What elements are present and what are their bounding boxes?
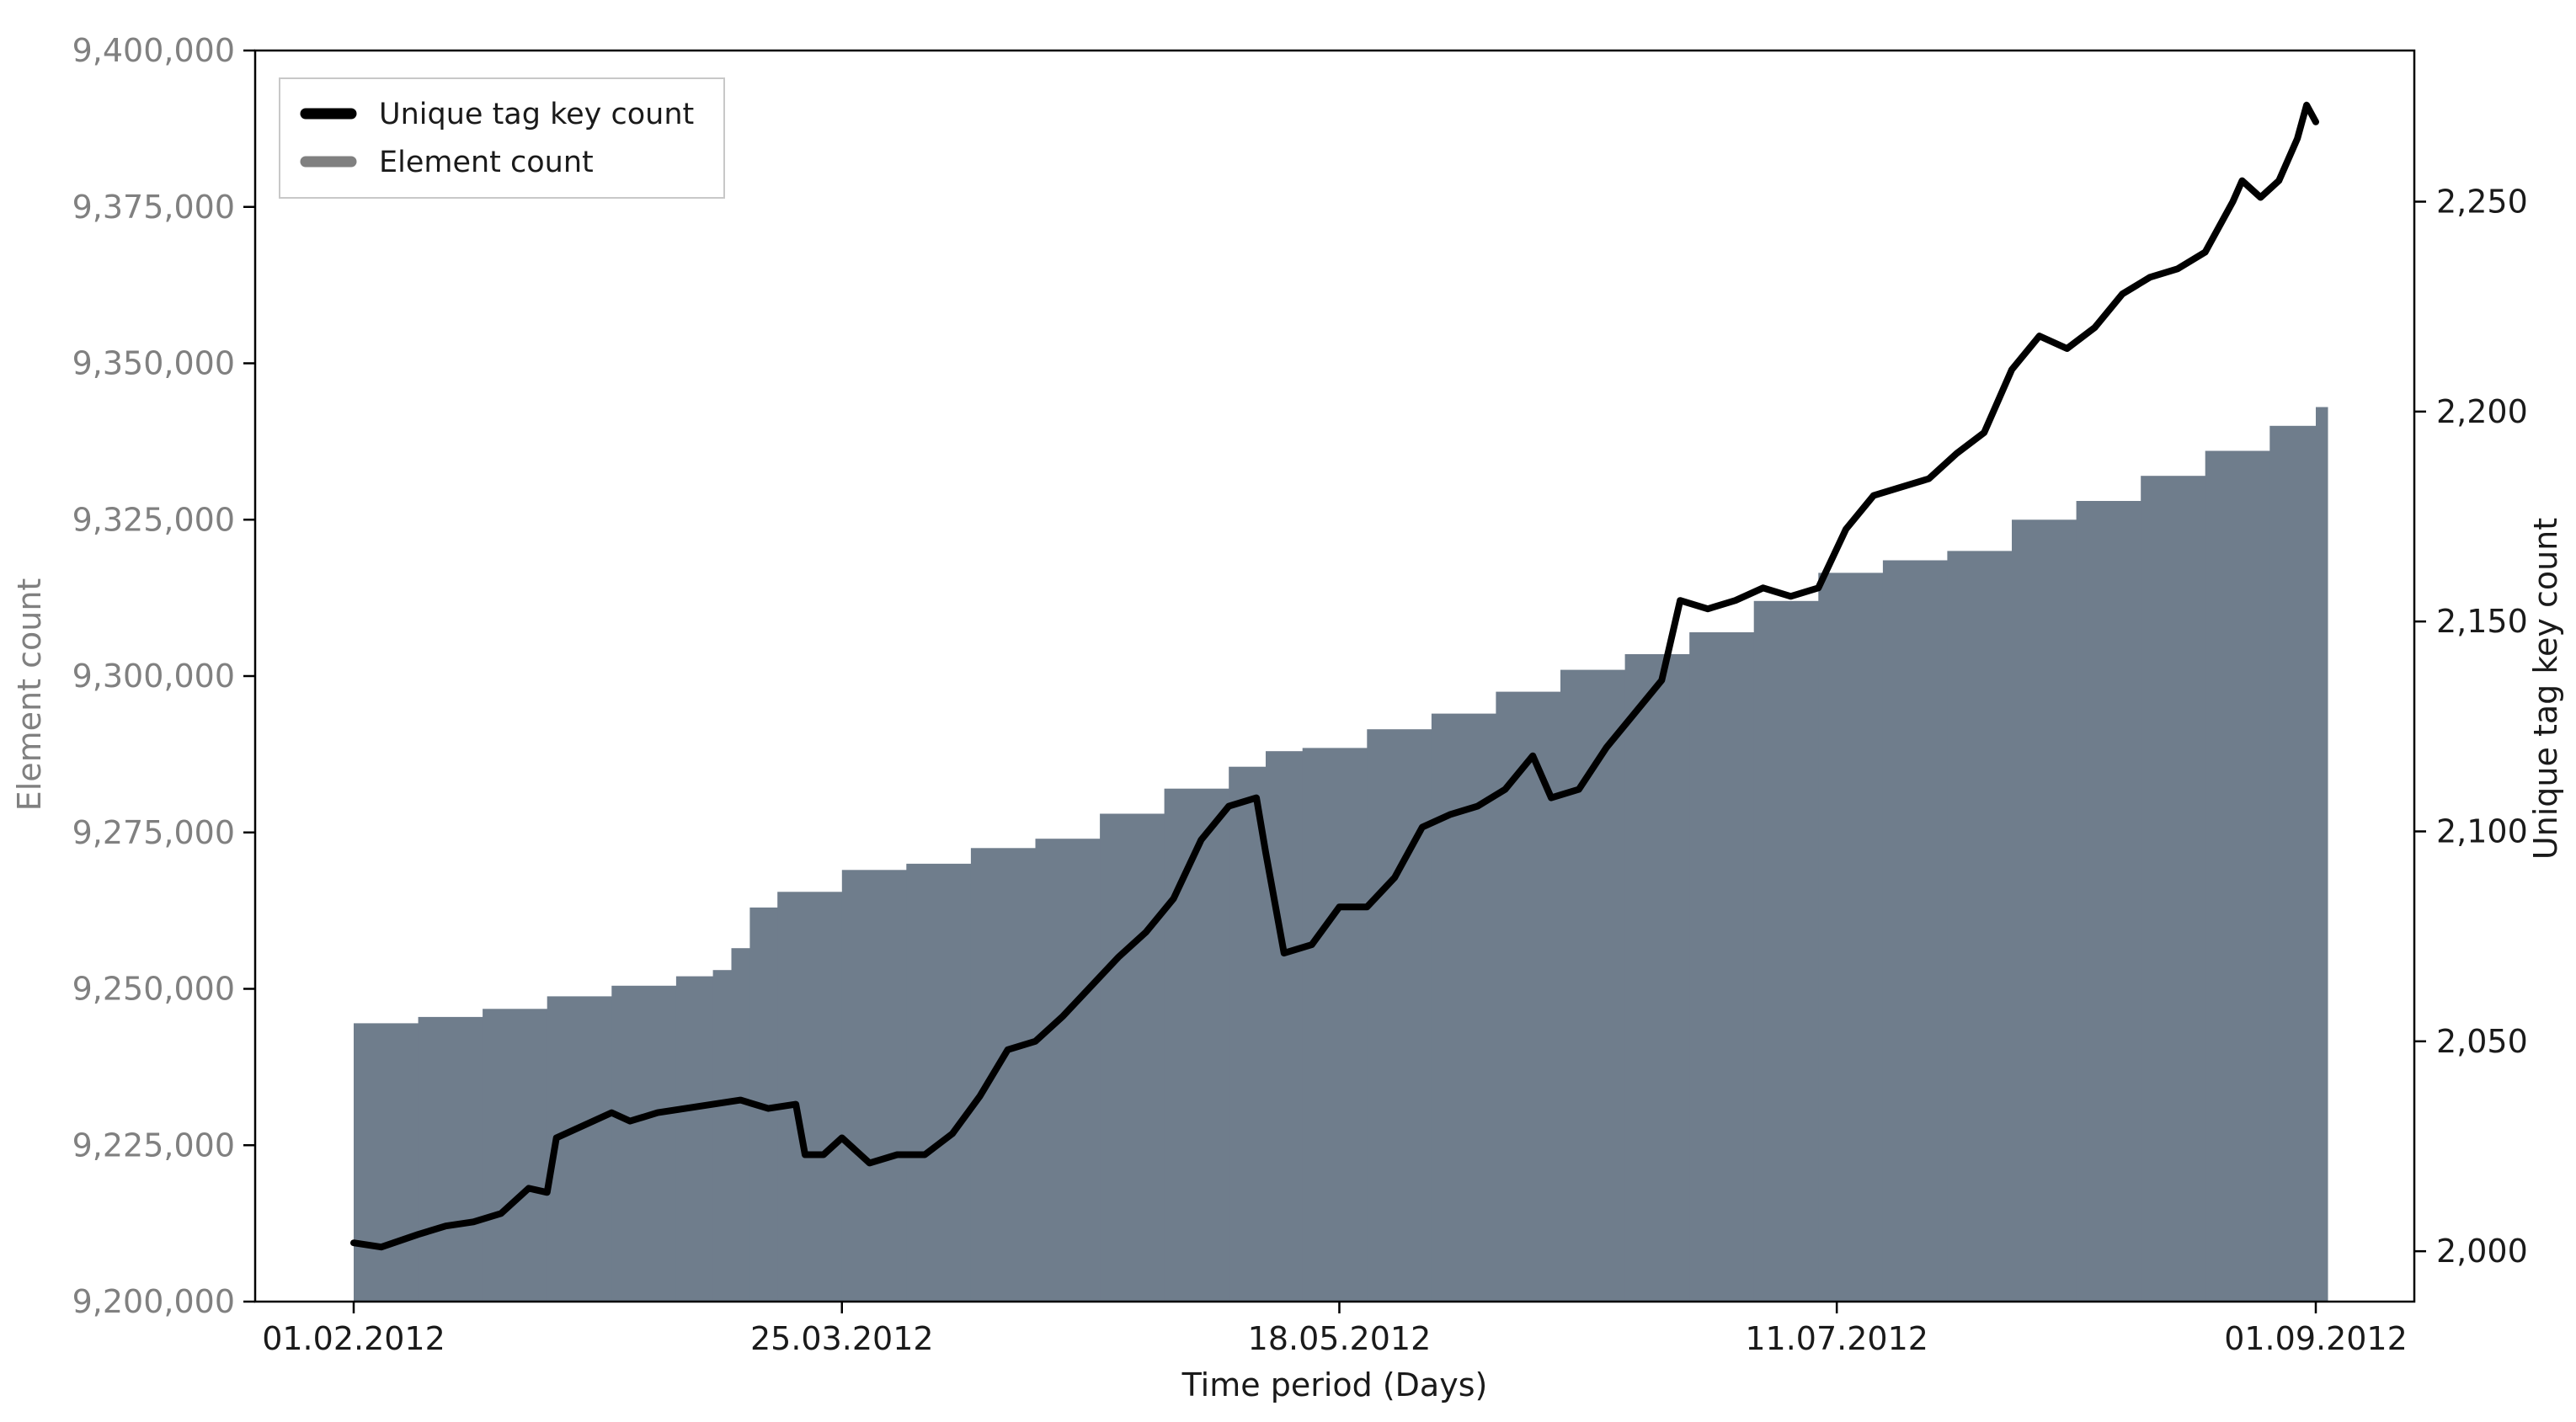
element-count-bar [1100, 813, 1165, 1302]
element-count-bar [2076, 501, 2141, 1302]
element-count-bar [1302, 748, 1368, 1302]
right-axis-title: Unique tag key count [2527, 518, 2564, 860]
left-axis-tick-label: 9,250,000 [72, 971, 235, 1008]
right-axis-tick-label: 2,200 [2436, 393, 2528, 430]
left-axis-tick-label: 9,200,000 [72, 1283, 235, 1320]
element-count-bar [2141, 476, 2206, 1302]
left-axis-tick-label: 9,275,000 [72, 814, 235, 851]
unique-tag-key-count-line [350, 101, 2319, 1251]
element-count-bar [1035, 839, 1101, 1302]
element-count-bar [1818, 573, 1884, 1302]
element-count-bar [906, 863, 972, 1302]
legend-label-unique-tag-key-count: Unique tag key count [379, 98, 694, 131]
element-count-bar [675, 976, 714, 1302]
element-count-bar [2316, 407, 2328, 1302]
element-count-bar [712, 970, 732, 1302]
x-axis-tick-label: 25.03.2012 [750, 1320, 934, 1357]
x-axis-tick-label: 11.07.2012 [1745, 1320, 1928, 1357]
left-axis-tick-label: 9,375,000 [72, 189, 235, 226]
element-count-bar [970, 848, 1036, 1302]
element-count-bar [841, 870, 907, 1302]
element-count-bar [1624, 654, 1690, 1302]
left-axis-tick-label: 9,325,000 [72, 501, 235, 538]
legend: Unique tag key count Element count [279, 77, 725, 199]
element-count-bar [731, 948, 750, 1302]
element-count-bar [418, 1016, 483, 1302]
right-axis-tick-label: 2,150 [2436, 603, 2528, 640]
x-axis-title: Time period (Days) [1181, 1366, 1488, 1403]
element-count-bar [354, 1023, 419, 1302]
element-count-bar [2269, 425, 2317, 1302]
element-count-bar [2205, 450, 2270, 1302]
element-count-bars [354, 407, 2328, 1302]
element-count-bar [547, 996, 612, 1302]
element-count-bar [1266, 751, 1304, 1302]
element-count-bar [777, 892, 843, 1302]
element-count-bar [1882, 560, 1948, 1302]
left-axis-tick-label: 9,400,000 [72, 32, 235, 69]
left-axis-title: Element count [11, 578, 48, 812]
left-axis-tick-label: 9,225,000 [72, 1126, 235, 1164]
right-axis-tick-label: 2,250 [2436, 184, 2528, 221]
element-count-bar [611, 985, 677, 1302]
right-axis-tick-label: 2,000 [2436, 1233, 2528, 1270]
legend-box [279, 77, 725, 199]
element-count-bar [1164, 788, 1229, 1302]
x-axis-tick-label: 01.02.2012 [262, 1320, 445, 1357]
x-axis: 01.02.2012 25.03.2012 18.05.2012 11.07.2012… [262, 1302, 2408, 1357]
right-axis: 2,000 2,050 2,100 2,150 2,200 2,250 [2414, 184, 2528, 1270]
x-axis-tick-label: 18.05.2012 [1248, 1320, 1432, 1357]
x-axis-tick-label: 01.09.2012 [2224, 1320, 2408, 1357]
left-axis-tick-label: 9,350,000 [72, 345, 235, 382]
element-count-bar [1753, 600, 1819, 1302]
element-count-bar [1496, 691, 1561, 1302]
left-axis: 9,200,000 9,225,000 9,250,000 9,275,000 9,30… [72, 32, 255, 1320]
left-axis-tick-label: 9,300,000 [72, 658, 235, 695]
legend-label-element-count: Element count [379, 146, 594, 179]
element-count-bar [1229, 766, 1267, 1302]
element-count-bar [1689, 632, 1755, 1302]
element-count-bar [2012, 519, 2077, 1302]
right-axis-tick-label: 2,050 [2436, 1023, 2528, 1060]
element-count-bar [1367, 729, 1432, 1302]
element-count-bar [1947, 551, 2013, 1302]
element-count-bar [483, 1009, 548, 1302]
right-axis-tick-label: 2,100 [2436, 813, 2528, 850]
element-count-bar [1560, 669, 1626, 1302]
